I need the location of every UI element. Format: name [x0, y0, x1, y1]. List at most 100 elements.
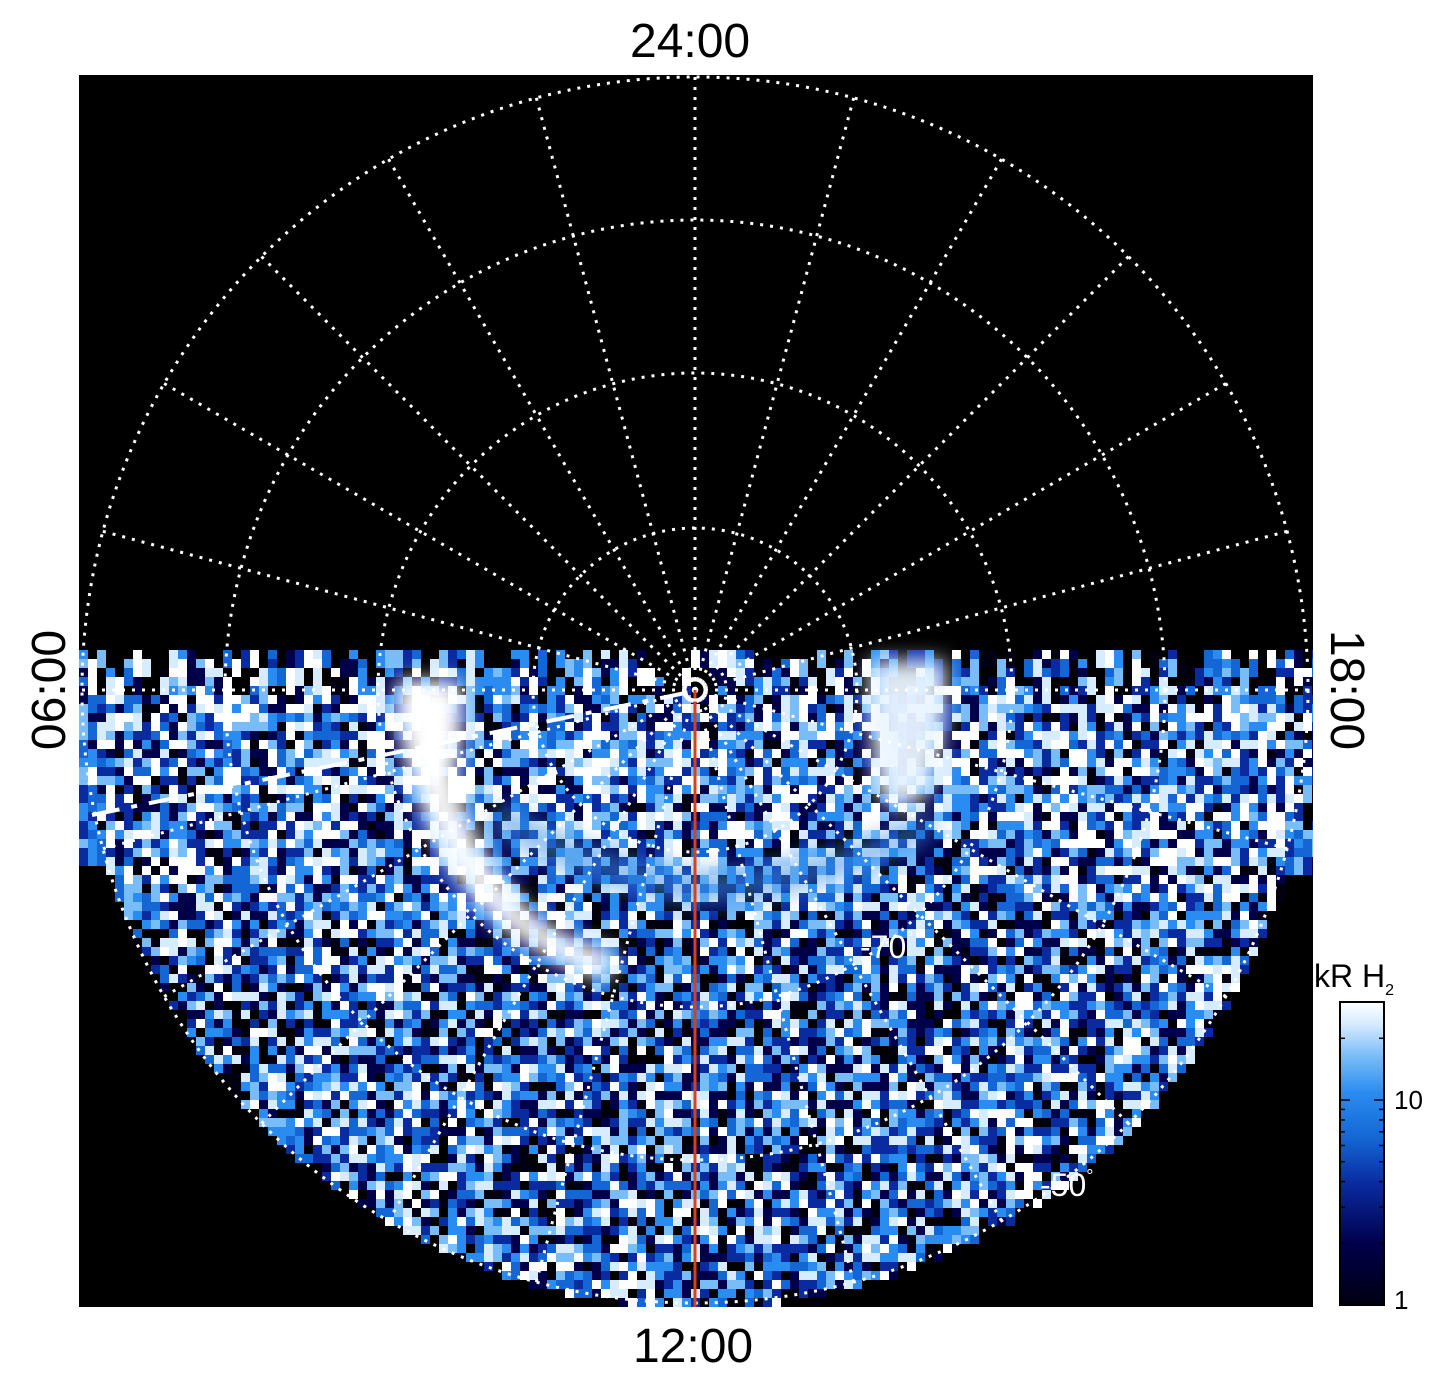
emission-pixel	[1222, 704, 1231, 722]
emission-pixel	[970, 1010, 979, 1019]
emission-pixel	[754, 929, 763, 938]
emission-pixel	[799, 938, 808, 947]
emission-pixel	[214, 947, 223, 956]
emission-pixel	[979, 965, 988, 974]
emission-pixel	[934, 1001, 943, 1010]
emission-pixel	[457, 956, 466, 965]
emission-pixel	[736, 911, 745, 920]
emission-pixel	[1159, 929, 1168, 938]
emission-pixel	[1114, 938, 1123, 947]
emission-pixel	[781, 938, 790, 947]
emission-pixel	[556, 677, 565, 695]
emission-pixel	[1141, 884, 1150, 902]
emission-pixel	[718, 650, 727, 668]
emission-pixel	[781, 1001, 790, 1010]
emission-pixel	[709, 848, 718, 866]
emission-pixel	[538, 1010, 547, 1019]
emission-pixel	[313, 1046, 322, 1055]
emission-pixel	[1195, 668, 1204, 686]
emission-pixel	[952, 929, 961, 938]
emission-pixel	[1177, 929, 1186, 938]
emission-pixel	[1087, 911, 1096, 920]
emission-pixel	[1042, 929, 1051, 938]
emission-pixel	[1105, 911, 1114, 920]
emission-pixel	[1078, 938, 1087, 947]
emission-pixel	[304, 920, 313, 929]
emission-pixel	[1024, 812, 1033, 830]
emission-pixel	[682, 902, 691, 911]
emission-pixel	[637, 1010, 646, 1019]
emission-pixel	[889, 1019, 898, 1028]
emission-pixel	[277, 938, 286, 947]
emission-pixel	[781, 1028, 790, 1037]
emission-pixel	[763, 965, 772, 974]
emission-pixel	[1096, 929, 1105, 938]
emission-pixel	[169, 947, 178, 956]
emission-pixel	[1114, 650, 1123, 668]
emission-pixel	[421, 902, 430, 911]
emission-pixel	[1042, 1019, 1051, 1028]
emission-pixel	[817, 992, 826, 1001]
emission-pixel	[592, 1001, 601, 1010]
emission-pixel	[583, 767, 592, 785]
emission-pixel	[268, 1028, 277, 1037]
emission-pixel	[1195, 1028, 1204, 1037]
emission-pixel	[430, 965, 439, 974]
emission-pixel	[1006, 911, 1015, 920]
emission-pixel	[1015, 1010, 1024, 1019]
emission-pixel	[1132, 983, 1141, 992]
emission-pixel	[250, 938, 259, 947]
emission-pixel	[547, 1010, 556, 1019]
emission-pixel	[592, 1019, 601, 1028]
emission-pixel	[988, 1001, 997, 1010]
emission-pixel	[313, 884, 322, 902]
emission-pixel	[979, 704, 988, 722]
emission-pixel	[1042, 938, 1051, 947]
emission-pixel	[1078, 1019, 1087, 1028]
emission-pixel	[1024, 992, 1033, 1001]
emission-pixel	[925, 938, 934, 947]
emission-pixel	[1015, 920, 1024, 929]
emission-pixel	[304, 947, 313, 956]
emission-pixel	[709, 956, 718, 965]
emission-pixel	[682, 965, 691, 974]
emission-pixel	[961, 947, 970, 956]
emission-pixel	[934, 911, 943, 920]
emission-pixel	[610, 983, 619, 992]
emission-pixel	[961, 1010, 970, 1019]
emission-pixel	[367, 947, 376, 956]
emission-pixel	[475, 965, 484, 974]
emission-pixel	[493, 983, 502, 992]
emission-pixel	[1276, 884, 1285, 902]
emission-pixel	[286, 1001, 295, 1010]
emission-pixel	[430, 956, 439, 965]
emission-pixel	[367, 1037, 376, 1046]
emission-pixel	[1096, 1010, 1105, 1019]
emission-pixel	[646, 929, 655, 938]
emission-pixel	[1015, 929, 1024, 938]
emission-pixel	[367, 1001, 376, 1010]
emission-pixel	[268, 668, 277, 686]
emission-pixel	[925, 983, 934, 992]
emission-pixel	[610, 1028, 619, 1037]
emission-pixel	[988, 758, 997, 776]
emission-pixel	[934, 938, 943, 947]
emission-pixel	[862, 1001, 871, 1010]
emission-pixel	[340, 677, 349, 695]
emission-pixel	[448, 1037, 457, 1046]
emission-pixel	[754, 974, 763, 983]
emission-pixel	[925, 803, 934, 821]
emission-pixel	[97, 650, 106, 668]
emission-pixel	[286, 1046, 295, 1055]
emission-pixel	[520, 650, 529, 668]
emission-pixel	[232, 938, 241, 947]
emission-pixel	[799, 974, 808, 983]
emission-pixel	[1186, 1010, 1195, 1019]
emission-pixel	[457, 1046, 466, 1055]
emission-pixel	[655, 1046, 664, 1055]
emission-pixel	[223, 1046, 232, 1055]
emission-pixel	[817, 965, 826, 974]
emission-pixel	[385, 956, 394, 965]
emission-pixel	[1042, 965, 1051, 974]
emission-pixel	[682, 1010, 691, 1019]
